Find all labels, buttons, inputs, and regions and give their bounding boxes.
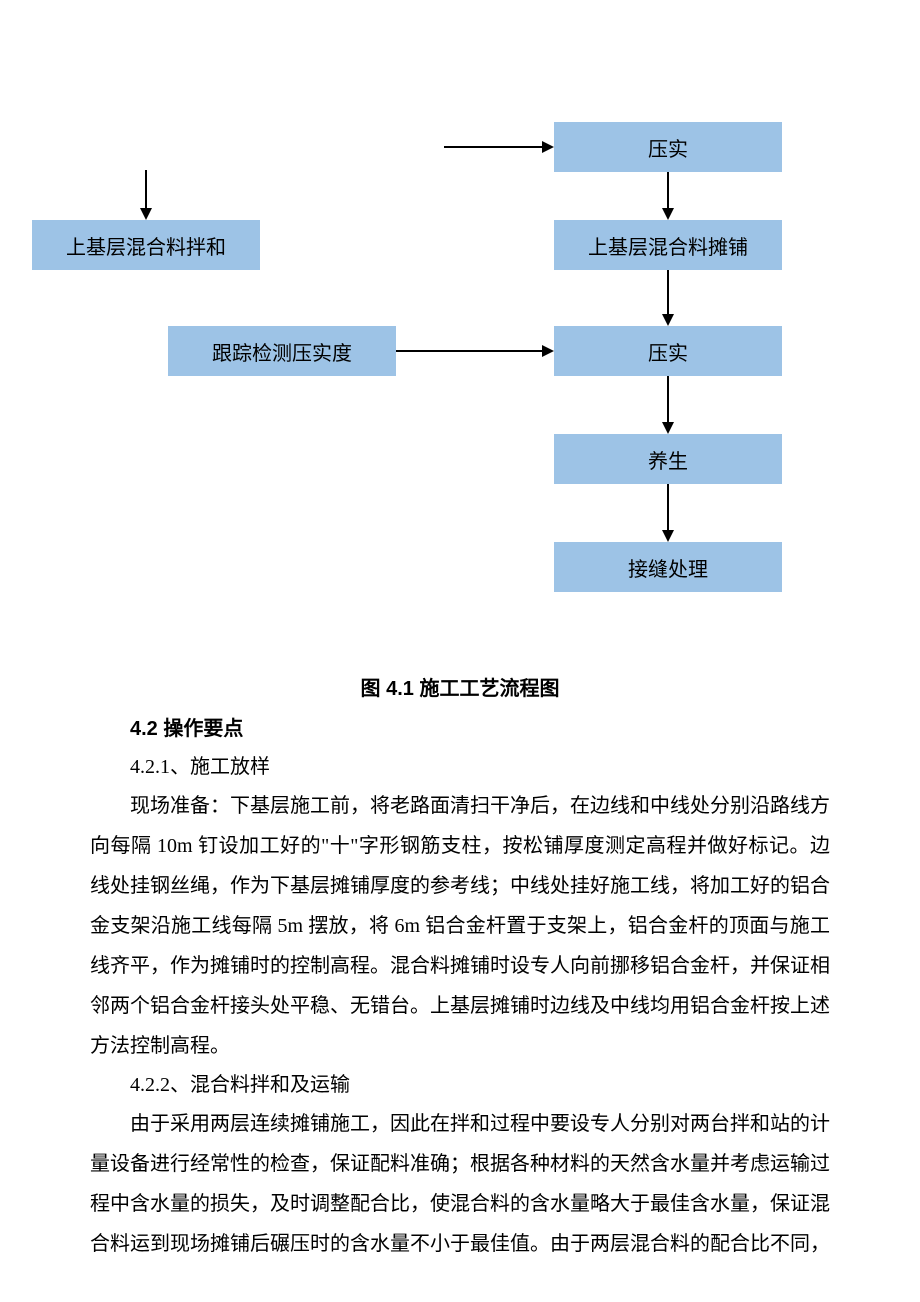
arrow-head: [662, 530, 674, 542]
sub-4-2-2-title: 4.2.2、混合料拌和及运输: [130, 1068, 350, 1097]
arrow-line: [145, 170, 147, 208]
arrow-head: [662, 314, 674, 326]
sub-4-2-1-title: 4.2.1、施工放样: [130, 750, 270, 779]
flow-node-track-detect: 跟踪检测压实度: [168, 326, 396, 376]
arrow-head: [662, 422, 674, 434]
flow-node-compact-1: 压实: [554, 122, 782, 172]
arrow-line: [667, 172, 669, 208]
arrow-head: [140, 208, 152, 220]
arrow-head: [662, 208, 674, 220]
flow-node-mix-upper: 上基层混合料拌和: [32, 220, 260, 270]
para-4-2-1: 现场准备：下基层施工前，将老路面清扫干净后，在边线和中线处分别沿路线方向每隔 1…: [90, 786, 830, 1066]
flow-node-joint: 接缝处理: [554, 542, 782, 592]
arrow-head: [542, 345, 554, 357]
flow-node-spread-upper: 上基层混合料摊铺: [554, 220, 782, 270]
flow-node-compact-2: 压实: [554, 326, 782, 376]
arrow-line: [667, 270, 669, 314]
section-4-2-title: 4.2 操作要点: [130, 712, 243, 741]
arrow-line: [667, 484, 669, 530]
figure-caption: 图 4.1 施工工艺流程图: [0, 672, 920, 701]
flow-node-curing: 养生: [554, 434, 782, 484]
arrow-line: [667, 376, 669, 422]
arrow-line: [444, 146, 542, 148]
arrow-line: [396, 350, 542, 352]
para-4-2-2: 由于采用两层连续摊铺施工，因此在拌和过程中要设专人分别对两台拌和站的计量设备进行…: [90, 1104, 830, 1264]
arrow-head: [542, 141, 554, 153]
